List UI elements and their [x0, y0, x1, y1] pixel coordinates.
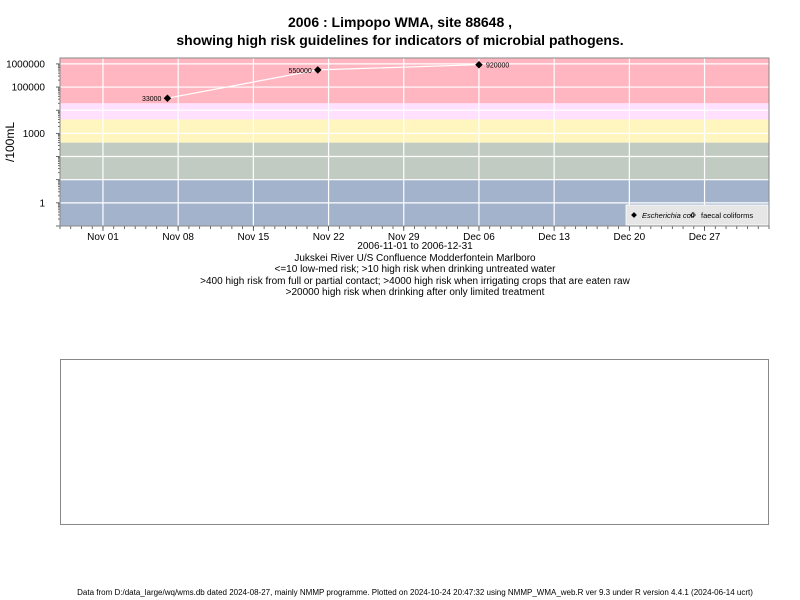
- x-tick-label: Nov 15: [238, 232, 270, 243]
- legend-box: [625, 204, 769, 226]
- data-label: 33000: [142, 96, 162, 103]
- x-tick-label: Dec 06: [463, 232, 495, 243]
- footer-note: Data from D:/data_large/wq/wms.db dated …: [77, 588, 753, 597]
- legend-label: faecal coliforms: [701, 211, 753, 220]
- x-tick-label: Dec 20: [614, 232, 646, 243]
- plot-border: [59, 57, 770, 227]
- y-tick-label: 1000000: [6, 59, 45, 70]
- empty-plot-panel: [60, 359, 769, 525]
- y-tick-label: 100000: [12, 83, 46, 94]
- legend-marker: [631, 212, 637, 218]
- caption-risk-low: <=10 low-med risk; >10 high risk when dr…: [274, 264, 556, 275]
- caption-date-range: 2006-11-01 to 2006-12-31: [357, 241, 473, 252]
- risk-band-3: [60, 103, 769, 120]
- x-tick-label: Nov 01: [87, 232, 119, 243]
- risk-bands: [60, 58, 769, 226]
- x-tick-label: Dec 13: [538, 232, 570, 243]
- y-axis-label: /100mL: [3, 122, 17, 162]
- data-point: [163, 94, 172, 102]
- risk-band-1: [60, 142, 769, 180]
- data-label: 550000: [288, 68, 311, 75]
- grid-lines: [60, 58, 769, 226]
- risk-band-2: [60, 119, 769, 143]
- y-tick-label: 1000: [23, 129, 46, 140]
- data-point: [314, 66, 322, 74]
- legend-marker: [690, 212, 696, 218]
- data-series: 33000 550000 920000: [142, 60, 509, 103]
- x-axis: Nov 01 Nov 08 Nov 15 Nov 22 Nov 29 Dec 06 Dec …: [59, 226, 770, 243]
- x-tick-label: Nov 22: [313, 232, 345, 243]
- caption-site-name: Jukskei River U/S Confluence Modderfonte…: [294, 253, 536, 264]
- x-tick-label: Nov 08: [162, 232, 194, 243]
- data-point: [475, 60, 483, 69]
- legend: Escherichia coli faecal coliforms: [625, 204, 769, 226]
- x-tick-label: Nov 29: [388, 232, 420, 243]
- y-tick-label: 1: [39, 198, 45, 209]
- chart-title-line-1: 2006 : Limpopo WMA, site 88648 ,: [287, 14, 513, 30]
- caption-risk-high: >20000 high risk when drinking after onl…: [285, 287, 545, 298]
- legend-label: Escherichia coli: [642, 211, 694, 220]
- x-tick-label: Dec 27: [689, 232, 721, 243]
- caption-risk-mid: >400 high risk from full or partial cont…: [200, 276, 630, 287]
- data-label: 920000: [486, 63, 509, 70]
- chart-title-line-2: showing high risk guidelines for indicat…: [176, 32, 624, 48]
